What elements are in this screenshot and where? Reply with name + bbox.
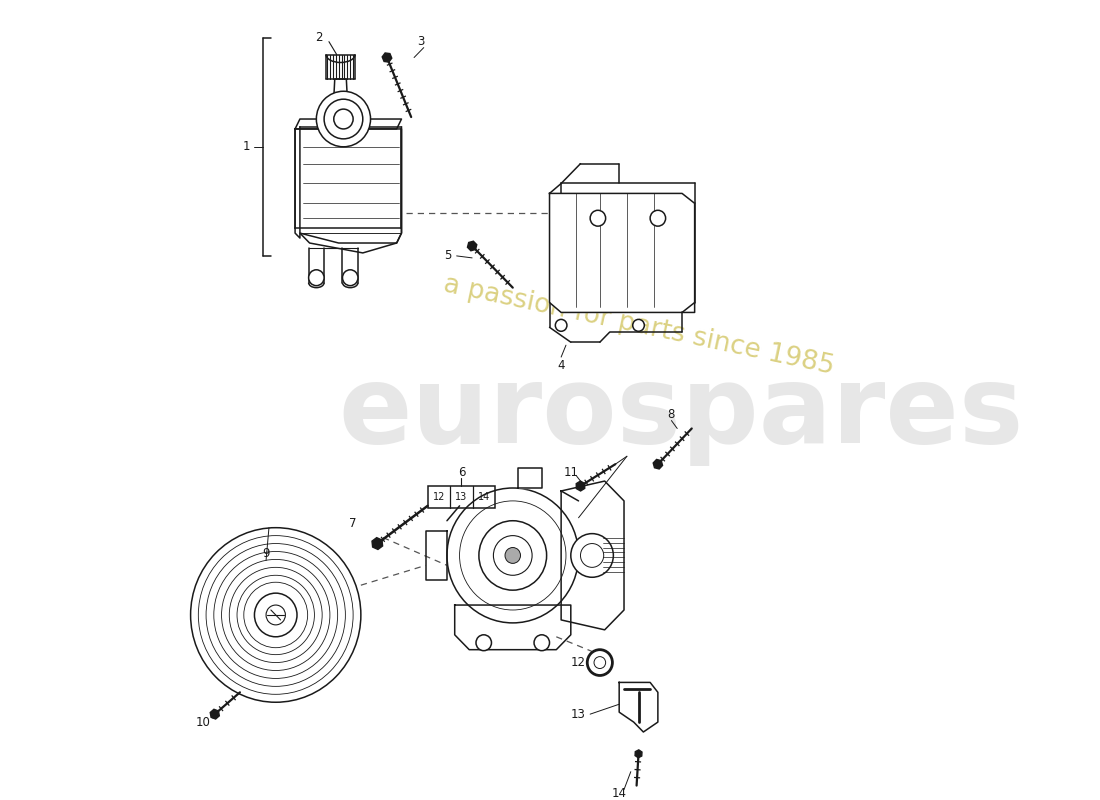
Polygon shape bbox=[382, 53, 392, 62]
Polygon shape bbox=[426, 530, 447, 580]
Text: 5: 5 bbox=[444, 250, 452, 262]
Text: 4: 4 bbox=[558, 358, 565, 371]
Text: eurospares: eurospares bbox=[339, 360, 1024, 466]
Text: 9: 9 bbox=[262, 547, 270, 560]
Text: 6: 6 bbox=[458, 466, 465, 478]
Circle shape bbox=[254, 593, 297, 637]
Circle shape bbox=[476, 635, 492, 650]
Polygon shape bbox=[468, 241, 476, 250]
Polygon shape bbox=[653, 459, 662, 469]
Polygon shape bbox=[300, 129, 402, 248]
Circle shape bbox=[317, 91, 371, 146]
Circle shape bbox=[556, 319, 566, 331]
Circle shape bbox=[309, 270, 324, 286]
Polygon shape bbox=[576, 481, 585, 491]
Text: 1: 1 bbox=[243, 140, 251, 154]
Text: 7: 7 bbox=[350, 518, 356, 530]
Circle shape bbox=[478, 521, 547, 590]
Polygon shape bbox=[295, 129, 402, 243]
Text: 11: 11 bbox=[563, 466, 579, 478]
Text: 2: 2 bbox=[316, 31, 323, 44]
Circle shape bbox=[587, 650, 613, 675]
Polygon shape bbox=[295, 119, 402, 129]
Text: 13: 13 bbox=[571, 708, 586, 721]
Polygon shape bbox=[454, 605, 571, 650]
Text: 8: 8 bbox=[668, 408, 675, 421]
Bar bbox=[428, 486, 495, 508]
Text: 12: 12 bbox=[571, 656, 586, 669]
Circle shape bbox=[632, 319, 645, 331]
Polygon shape bbox=[550, 194, 694, 313]
Polygon shape bbox=[210, 710, 219, 719]
Polygon shape bbox=[518, 468, 542, 488]
Circle shape bbox=[650, 210, 666, 226]
Polygon shape bbox=[561, 481, 624, 630]
Circle shape bbox=[505, 547, 520, 563]
Text: 14: 14 bbox=[477, 492, 491, 502]
Text: 3: 3 bbox=[417, 35, 425, 48]
Text: 13: 13 bbox=[455, 492, 468, 502]
Polygon shape bbox=[635, 750, 642, 758]
Polygon shape bbox=[372, 538, 383, 550]
Text: 12: 12 bbox=[432, 492, 446, 502]
Polygon shape bbox=[619, 682, 658, 732]
Circle shape bbox=[190, 528, 361, 702]
Circle shape bbox=[591, 210, 606, 226]
Circle shape bbox=[571, 534, 614, 578]
Circle shape bbox=[342, 270, 358, 286]
Text: 10: 10 bbox=[196, 715, 210, 729]
Circle shape bbox=[534, 635, 550, 650]
Circle shape bbox=[447, 488, 579, 623]
Text: a passion for parts since 1985: a passion for parts since 1985 bbox=[441, 271, 836, 379]
Text: 14: 14 bbox=[612, 787, 627, 800]
